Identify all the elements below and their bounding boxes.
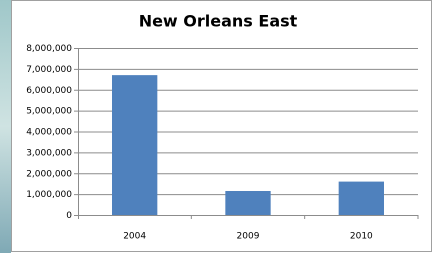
x-tick-label: 2009 (237, 232, 260, 242)
y-tick-label: 0 (66, 211, 72, 221)
chart-title: New Orleans East (139, 12, 298, 31)
y-tick-label: 3,000,000 (26, 148, 72, 158)
y-tick-label: 5,000,000 (26, 107, 72, 117)
bar (339, 182, 384, 215)
bar (112, 75, 157, 215)
page: New Orleans East 0 1,000,000 2,000,000 3,00… (0, 0, 433, 253)
y-tick-label: 1,000,000 (26, 190, 72, 200)
y-tick-label: 4,000,000 (26, 128, 72, 138)
y-tick-label: 6,000,000 (26, 86, 72, 96)
chart: New Orleans East 0 1,000,000 2,000,000 3,00… (0, 0, 433, 253)
side-image (0, 0, 11, 253)
x-tick-label: 2004 (123, 232, 146, 242)
y-tick-label: 2,000,000 (26, 169, 72, 179)
x-tick-label: 2010 (350, 232, 373, 242)
y-tick-label: 8,000,000 (26, 44, 72, 54)
y-tick-label: 7,000,000 (26, 65, 72, 75)
bar (225, 191, 270, 215)
